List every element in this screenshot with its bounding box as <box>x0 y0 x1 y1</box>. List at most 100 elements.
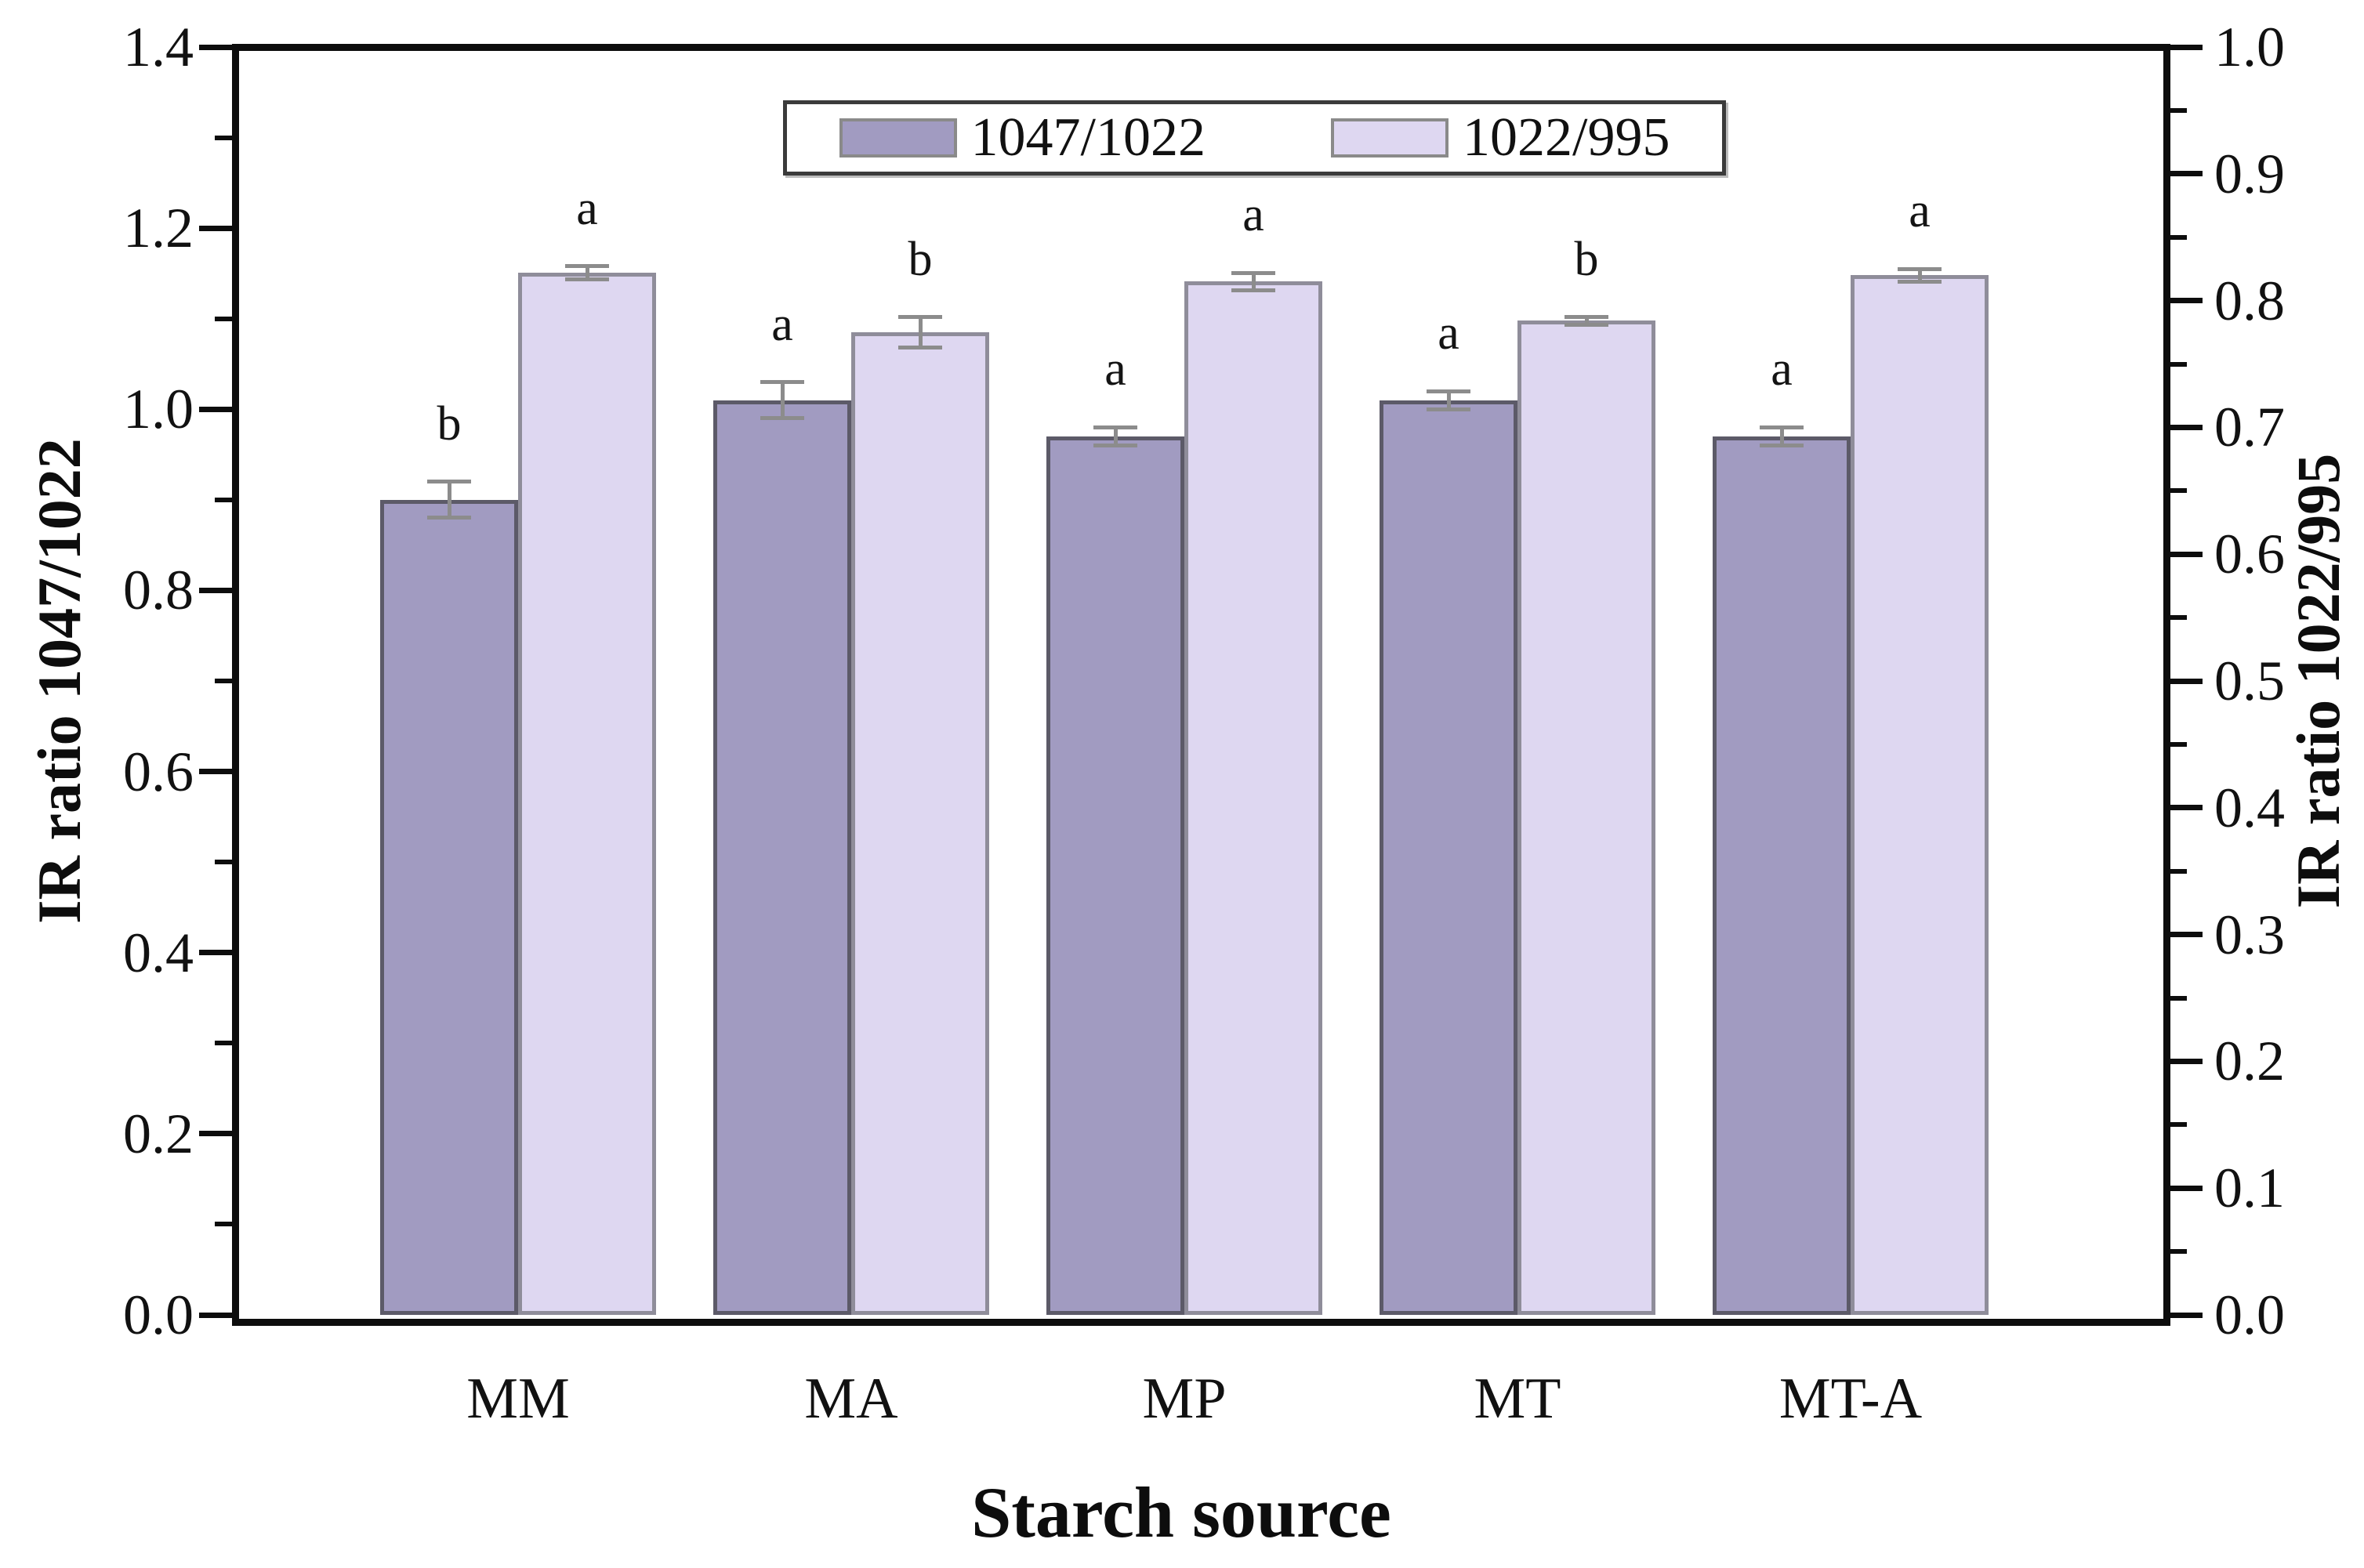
right-minor-tick <box>2166 995 2187 1001</box>
right-tick-label: 0.6 <box>2214 523 2285 586</box>
right-minor-tick <box>2166 234 2187 240</box>
left-major-tick <box>199 587 235 593</box>
right-minor-tick <box>2166 1122 2187 1128</box>
bar-MP-1047/1022 <box>1046 436 1184 1315</box>
error-bar-cap-bottom <box>1231 288 1275 293</box>
left-minor-tick <box>215 860 235 865</box>
legend-label-1047-1022: 1047/1022 <box>970 107 1206 168</box>
bar-MA-1022/995 <box>851 332 989 1315</box>
right-major-tick <box>2166 1185 2203 1191</box>
error-bar-cap-top <box>1565 315 1608 320</box>
error-bar-cap-top <box>1427 389 1470 393</box>
error-bar-cap-top <box>760 380 804 385</box>
x-category-label: MP <box>1142 1367 1227 1431</box>
right-axis-title: IR ratio 1022/995 <box>2284 453 2352 909</box>
left-major-tick <box>199 225 235 231</box>
right-tick-label: 0.5 <box>2214 650 2285 712</box>
sig-letter: a <box>1242 188 1264 241</box>
bar-MT-1047/1022 <box>1380 400 1517 1315</box>
left-major-tick <box>199 406 235 412</box>
right-tick-label: 0.0 <box>2214 1284 2285 1346</box>
error-bar-cap-top <box>1760 425 1804 429</box>
error-bar-cap-top <box>898 315 942 320</box>
bar-MM-1047/1022 <box>380 499 518 1315</box>
left-minor-tick <box>215 1222 235 1227</box>
right-tick-label: 0.3 <box>2214 903 2285 966</box>
bar-MT-1022/995 <box>1517 320 1655 1315</box>
sig-letter: b <box>437 397 462 451</box>
right-tick-label: 0.1 <box>2214 1157 2285 1220</box>
sig-letter: a <box>1909 184 1931 238</box>
legend: 1047/1022 1022/995 <box>783 100 1726 176</box>
error-bar-cap-bottom <box>427 516 471 520</box>
error-bar-cap-bottom <box>1760 444 1804 447</box>
bar-MA-1047/1022 <box>713 400 851 1315</box>
error-bar-line <box>780 382 785 418</box>
x-category-label: MA <box>804 1367 898 1431</box>
error-bar-line <box>918 317 923 348</box>
left-tick-label: 1.2 <box>123 197 194 260</box>
left-major-tick <box>199 769 235 775</box>
right-major-tick <box>2166 932 2203 938</box>
bar-MT-A-1047/1022 <box>1713 436 1851 1315</box>
left-major-tick <box>199 1131 235 1137</box>
error-bar-cap-bottom <box>1898 279 1942 284</box>
right-tick-label: 0.2 <box>2214 1030 2285 1093</box>
left-tick-label: 0.2 <box>123 1102 194 1165</box>
left-minor-tick <box>215 1041 235 1046</box>
right-tick-label: 0.4 <box>2214 776 2285 839</box>
sig-letter: a <box>1771 342 1793 397</box>
right-major-tick <box>2166 678 2203 684</box>
error-bar-line <box>1251 273 1256 291</box>
x-category-label: MT-A <box>1778 1367 1923 1431</box>
right-major-tick <box>2166 805 2203 811</box>
left-axis-title: IR ratio 1047/1022 <box>25 438 93 924</box>
error-bar-line <box>447 481 451 518</box>
error-bar-cap-bottom <box>565 277 609 281</box>
right-minor-tick <box>2166 615 2187 621</box>
right-major-tick <box>2166 171 2203 177</box>
sig-letter: b <box>908 232 933 286</box>
right-major-tick <box>2166 1312 2203 1318</box>
left-tick-label: 1.0 <box>123 378 194 441</box>
right-major-tick <box>2166 44 2203 50</box>
error-bar-cap-bottom <box>1093 444 1137 447</box>
error-bar-cap-bottom <box>1565 322 1608 327</box>
left-tick-label: 0.8 <box>123 559 194 622</box>
legend-item-1022-995: 1022/995 <box>1331 110 1670 165</box>
left-tick-label: 1.4 <box>123 16 194 78</box>
legend-label-1022-995: 1022/995 <box>1463 107 1670 168</box>
right-minor-tick <box>2166 1249 2187 1255</box>
left-minor-tick <box>215 316 235 321</box>
error-bar-line <box>1917 269 1922 282</box>
error-bar-cap-bottom <box>760 416 804 421</box>
sig-letter: a <box>771 297 793 351</box>
x-category-label: MT <box>1474 1367 1561 1431</box>
right-minor-tick <box>2166 488 2187 494</box>
right-tick-label: 0.8 <box>2214 269 2285 332</box>
error-bar-line <box>1584 317 1589 325</box>
error-bar-cap-top <box>427 480 471 484</box>
bar-MM-1022/995 <box>518 273 656 1315</box>
error-bar-cap-bottom <box>898 345 942 349</box>
left-tick-label: 0.6 <box>123 740 194 803</box>
x-axis-title: Starch source <box>971 1472 1391 1552</box>
bar-MP-1022/995 <box>1184 281 1322 1315</box>
left-major-tick <box>199 950 235 956</box>
right-tick-label: 0.9 <box>2214 142 2285 205</box>
left-tick-label: 0.4 <box>123 921 194 984</box>
error-bar-cap-top <box>1231 270 1275 275</box>
right-minor-tick <box>2166 107 2187 113</box>
legend-item-1047-1022: 1047/1022 <box>839 110 1206 165</box>
left-minor-tick <box>215 497 235 502</box>
left-tick-label: 0.0 <box>123 1284 194 1346</box>
error-bar-cap-top <box>565 264 609 269</box>
legend-swatch-1022-995 <box>1331 118 1448 158</box>
right-minor-tick <box>2166 868 2187 874</box>
sig-letter: b <box>1574 232 1599 286</box>
sig-letter: a <box>576 181 598 235</box>
error-bar-line <box>585 266 589 280</box>
error-bar-cap-bottom <box>1427 407 1470 411</box>
right-major-tick <box>2166 424 2203 430</box>
